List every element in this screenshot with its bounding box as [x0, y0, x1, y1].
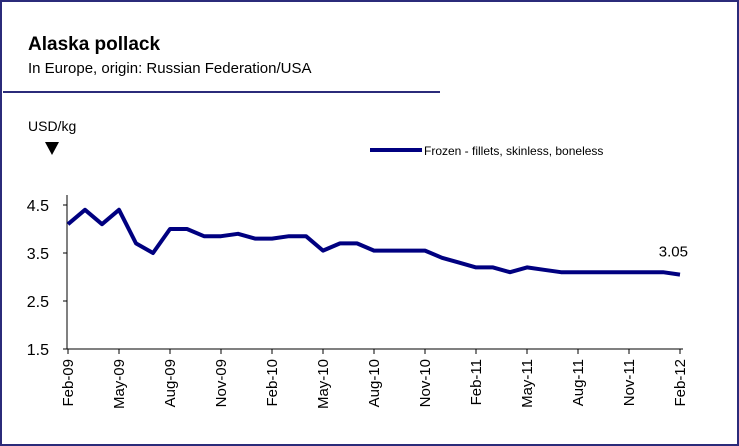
x-tick-label: Feb-09 — [60, 359, 77, 407]
y-tick-label: 2.5 — [27, 294, 49, 311]
x-tick-label: Aug-11 — [570, 359, 587, 406]
legend-label: Frozen - fillets, skinless, boneless — [424, 144, 603, 158]
data-label: 3.05 — [659, 244, 688, 261]
y-axis-label: USD/kg — [28, 118, 76, 134]
x-tick-label: Feb-11 — [468, 359, 485, 405]
x-tick-label: Aug-09 — [162, 359, 179, 407]
x-tick-label: Feb-12 — [672, 359, 689, 407]
x-tick-label: Aug-10 — [366, 359, 383, 407]
x-tick-label: May-09 — [111, 359, 128, 409]
unit-arrow — [45, 142, 59, 155]
x-tick-label: May-11 — [519, 359, 536, 408]
x-tick-label: Nov-10 — [417, 359, 434, 407]
y-tick-label: 3.5 — [27, 246, 49, 263]
x-tick-label: May-10 — [315, 359, 332, 409]
x-tick-label: Nov-09 — [213, 359, 230, 407]
chart-subtitle: In Europe, origin: Russian Federation/US… — [28, 60, 311, 77]
series-line — [66, 207, 681, 277]
x-tick-label: Feb-10 — [264, 359, 281, 407]
chart-title: Alaska pollack — [28, 34, 160, 55]
x-tick-label: Nov-11 — [621, 359, 638, 406]
y-tick-label: 1.5 — [27, 342, 49, 359]
y-tick-label: 4.5 — [27, 198, 49, 215]
